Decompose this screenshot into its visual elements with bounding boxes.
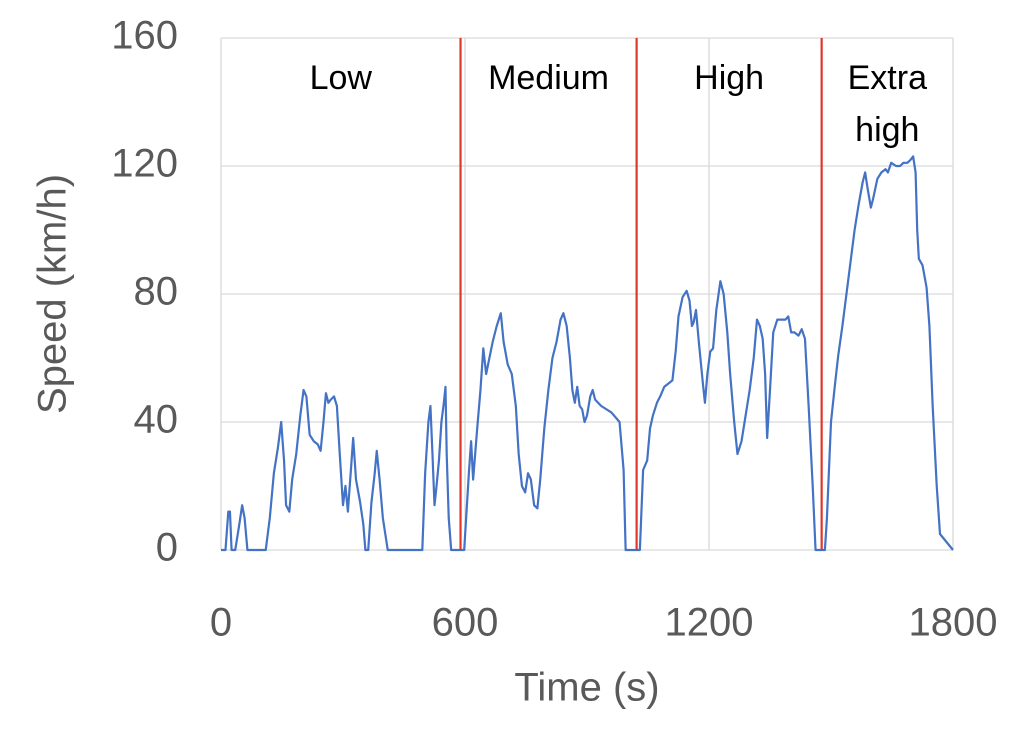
phase-label: High [694, 59, 765, 97]
x-tick-label: 1200 [665, 601, 754, 645]
y-tick-label: 80 [134, 270, 179, 314]
y-tick-label: 120 [111, 142, 178, 186]
phase-label: Extra high [847, 59, 927, 149]
y-tick-label: 160 [111, 14, 178, 58]
y-tick-label: 0 [156, 526, 178, 570]
phase-label: Low [309, 59, 372, 97]
x-tick-label: 0 [210, 601, 232, 645]
y-axis-label: Speed (km/h) [31, 174, 75, 414]
x-axis-label: Time (s) [514, 666, 659, 710]
x-tick-label: 600 [432, 601, 499, 645]
phase-label: Medium [488, 59, 610, 97]
x-tick-label: 1800 [909, 601, 998, 645]
y-tick-label: 40 [134, 398, 179, 442]
speed-line [221, 155, 954, 552]
